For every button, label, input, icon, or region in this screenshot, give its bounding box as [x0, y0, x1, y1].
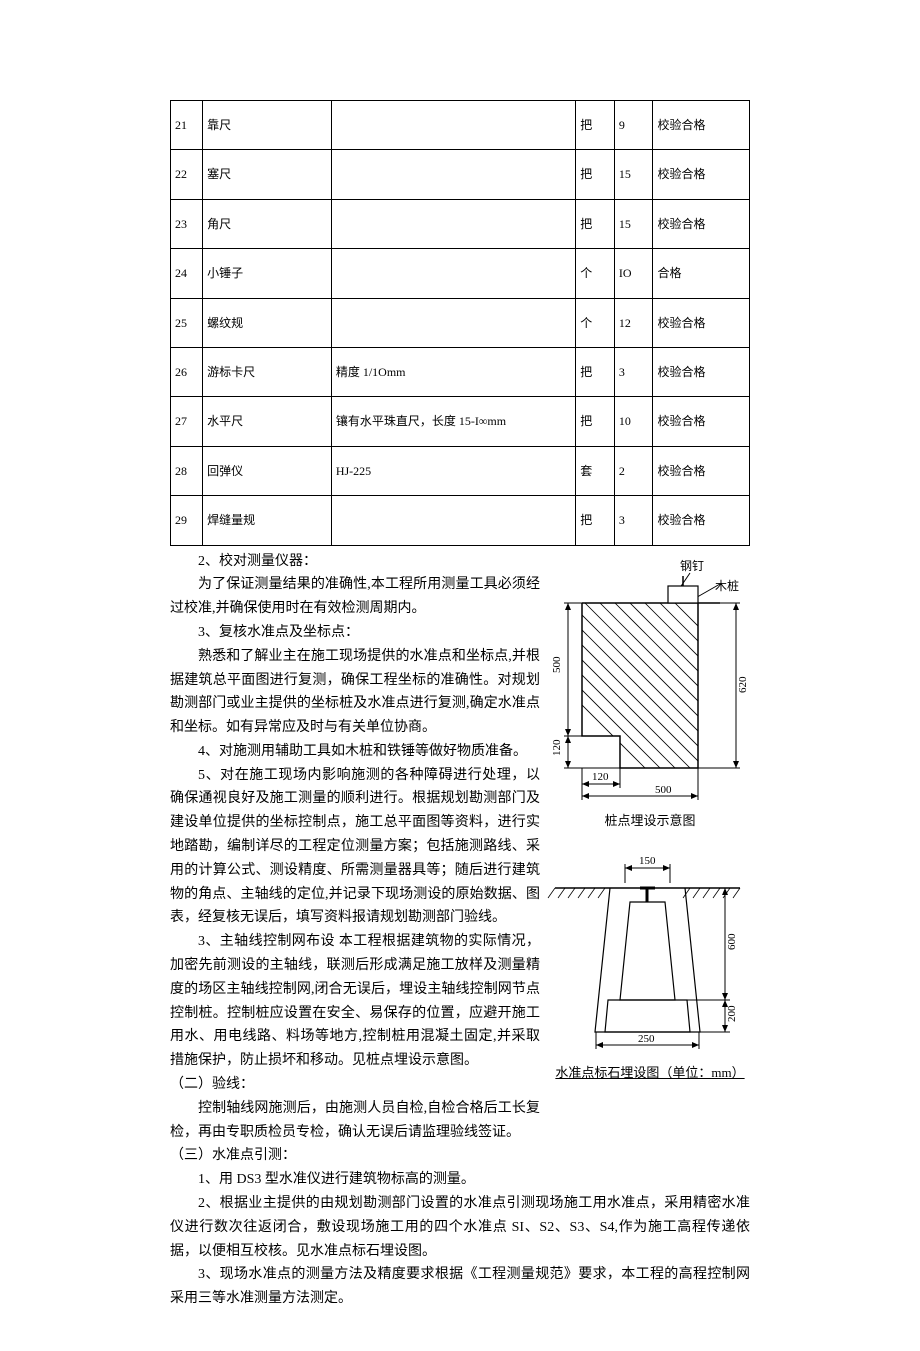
- cell-spec: [331, 101, 575, 150]
- table-row: 29焊缝量规 把3校验合格: [171, 496, 750, 545]
- cell-idx: 23: [171, 199, 203, 248]
- cell-unit: 把: [576, 101, 615, 150]
- cell-unit: 把: [576, 397, 615, 446]
- cell-name: 焊缝量规: [203, 496, 332, 545]
- cell-name: 游标卡尺: [203, 347, 332, 396]
- cell-qty: 3: [614, 496, 653, 545]
- cell-unit: 个: [576, 298, 615, 347]
- cell-spec: [331, 298, 575, 347]
- cell-status: 校验合格: [653, 347, 750, 396]
- para-axis-net: 3、主轴线控制网布设 本工程根据建筑物的实际情况，加密先前测设的主轴线，联测后形…: [170, 930, 540, 1073]
- cell-name: 回弹仪: [203, 446, 332, 495]
- svg-text:620: 620: [737, 676, 749, 693]
- cell-spec: [331, 150, 575, 199]
- cell-idx: 26: [171, 347, 203, 396]
- cell-status: 校验合格: [653, 101, 750, 150]
- svg-text:120: 120: [551, 739, 563, 756]
- cell-status: 合格: [653, 249, 750, 298]
- cell-spec: HJ-225: [331, 446, 575, 495]
- cell-qty: 9: [614, 101, 653, 150]
- heading-benchmark: （三）水准点引测：: [170, 1144, 540, 1168]
- cell-spec: [331, 199, 575, 248]
- benchmark-stone-diagram: 150: [540, 850, 760, 1060]
- cell-qty: 10: [614, 397, 653, 446]
- cell-status: 校验合格: [653, 496, 750, 545]
- cell-status: 校验合格: [653, 298, 750, 347]
- svg-text:150: 150: [639, 855, 656, 867]
- svg-text:120: 120: [592, 771, 609, 783]
- fig2-caption: 水准点标石埋设图（单位：mm）: [540, 1062, 760, 1084]
- table-row: 26游标卡尺精度 1/1Omm把3校验合格: [171, 347, 750, 396]
- cell-idx: 29: [171, 496, 203, 545]
- full-width-text: 1、用 DS3 型水准仪进行建筑物标高的测量。 2、根据业主提供的由规划勘测部门…: [170, 1168, 750, 1311]
- cell-qty: 15: [614, 150, 653, 199]
- cell-idx: 22: [171, 150, 203, 199]
- table-row: 24小锤子 个IO合格: [171, 249, 750, 298]
- cell-unit: 把: [576, 199, 615, 248]
- cell-qty: 3: [614, 347, 653, 396]
- cell-unit: 套: [576, 446, 615, 495]
- cell-name: 角尺: [203, 199, 332, 248]
- equipment-table: 21靠尺把9校验合格22塞尺把15校验合格23角尺把15校验合格24小锤子个IO…: [170, 100, 750, 546]
- table-row: 27水平尺镶有水平珠直尺，长度 15-I∞mm把10校验合格: [171, 397, 750, 446]
- cell-spec: [331, 496, 575, 545]
- para-4: 4、对施测用辅助工具如木桩和铁锤等做好物质准备。: [170, 740, 540, 764]
- para-5: 5、对在施工现场内影响施测的各种障碍进行处理，以确保通视良好及施工测量的顺利进行…: [170, 764, 540, 931]
- cell-qty: IO: [614, 249, 653, 298]
- cell-unit: 把: [576, 150, 615, 199]
- cell-name: 小锤子: [203, 249, 332, 298]
- cell-status: 校验合格: [653, 446, 750, 495]
- cell-unit: 把: [576, 496, 615, 545]
- cell-status: 校验合格: [653, 397, 750, 446]
- para-bm-1: 1、用 DS3 型水准仪进行建筑物标高的测量。: [170, 1168, 750, 1192]
- cell-spec: 镶有水平珠直尺，长度 15-I∞mm: [331, 397, 575, 446]
- svg-text:500: 500: [655, 784, 672, 796]
- cell-spec: 精度 1/1Omm: [331, 347, 575, 396]
- cell-unit: 把: [576, 347, 615, 396]
- cell-qty: 2: [614, 446, 653, 495]
- svg-text:200: 200: [726, 1005, 738, 1022]
- cell-spec: [331, 249, 575, 298]
- left-text-column: 2、校对测量仪器： 为了保证测量结果的准确性,本工程所用测量工具必须经过校准,并…: [170, 550, 540, 1169]
- pile-point-diagram: 钢钉 木桩: [540, 558, 760, 808]
- cell-name: 螺纹规: [203, 298, 332, 347]
- cell-name: 靠尺: [203, 101, 332, 150]
- cell-idx: 27: [171, 397, 203, 446]
- cell-status: 校验合格: [653, 199, 750, 248]
- cell-status: 校验合格: [653, 150, 750, 199]
- para-bm-3: 3、现场水准点的测量方法及精度要求根据《工程测量规范》要求，本工程的高程控制网采…: [170, 1263, 750, 1311]
- svg-text:500: 500: [551, 656, 563, 673]
- cell-idx: 24: [171, 249, 203, 298]
- svg-text:600: 600: [726, 933, 738, 950]
- cell-name: 水平尺: [203, 397, 332, 446]
- para-2-body: 为了保证测量结果的准确性,本工程所用测量工具必须经过校准,并确保使用时在有效检测…: [170, 573, 540, 621]
- cell-idx: 21: [171, 101, 203, 150]
- cell-idx: 25: [171, 298, 203, 347]
- table-row: 28回弹仪HJ-225套2校验合格: [171, 446, 750, 495]
- table-row: 21靠尺 把9校验合格: [171, 101, 750, 150]
- heading-yanxian: （二）验线：: [170, 1073, 540, 1097]
- cell-unit: 个: [576, 249, 615, 298]
- cell-qty: 15: [614, 199, 653, 248]
- fig1-caption: 桩点埋设示意图: [540, 810, 760, 832]
- table-row: 25螺纹规 个12校验合格: [171, 298, 750, 347]
- svg-text:钢钉: 钢钉: [680, 559, 704, 573]
- table-row: 23角尺 把15校验合格: [171, 199, 750, 248]
- para-2-heading: 2、校对测量仪器：: [170, 550, 540, 574]
- cell-name: 塞尺: [203, 150, 332, 199]
- svg-text:木桩: 木桩: [715, 578, 739, 593]
- cell-qty: 12: [614, 298, 653, 347]
- table-row: 22塞尺 把15校验合格: [171, 150, 750, 199]
- para-3-body: 熟悉和了解业主在施工现场提供的水准点和坐标点,并根据建筑总平面图进行复测，确保工…: [170, 645, 540, 740]
- para-yanxian: 控制轴线网施测后，由施测人员自检,自检合格后工长复检，再由专职质检员专检，确认无…: [170, 1097, 540, 1145]
- cell-idx: 28: [171, 446, 203, 495]
- para-3-heading: 3、复核水准点及坐标点：: [170, 621, 540, 645]
- para-bm-2: 2、根据业主提供的由规划勘测部门设置的水准点引测现场施工用水准点，采用精密水准仪…: [170, 1192, 750, 1263]
- svg-text:250: 250: [638, 1033, 655, 1045]
